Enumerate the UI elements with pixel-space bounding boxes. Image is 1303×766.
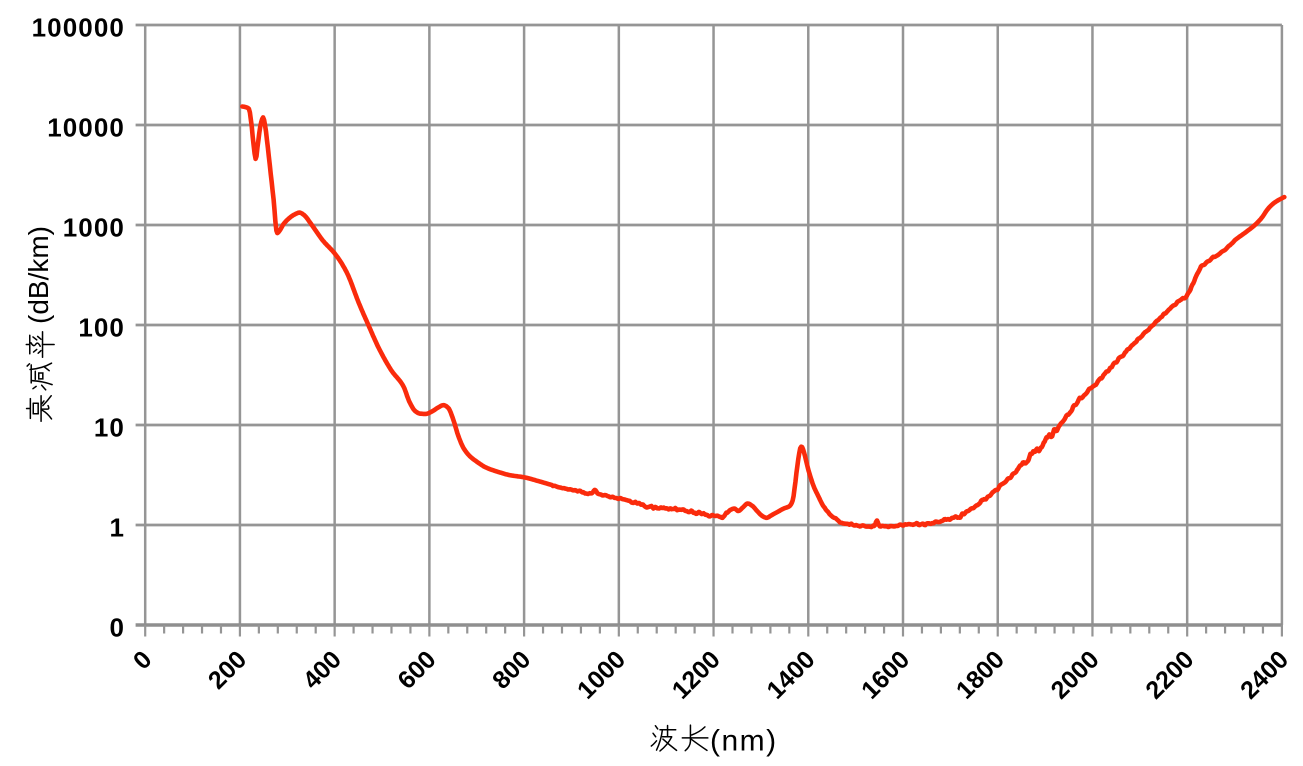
svg-text:10: 10 <box>94 413 125 443</box>
svg-text:1000: 1000 <box>63 213 125 243</box>
svg-text:(dB/km): (dB/km) <box>23 226 54 324</box>
svg-text:10000: 10000 <box>47 113 125 143</box>
svg-text:0: 0 <box>109 613 125 643</box>
svg-text:(nm): (nm) <box>710 725 778 758</box>
svg-text:1: 1 <box>109 513 125 543</box>
svg-text:100000: 100000 <box>32 13 125 43</box>
svg-text:100: 100 <box>78 313 125 343</box>
